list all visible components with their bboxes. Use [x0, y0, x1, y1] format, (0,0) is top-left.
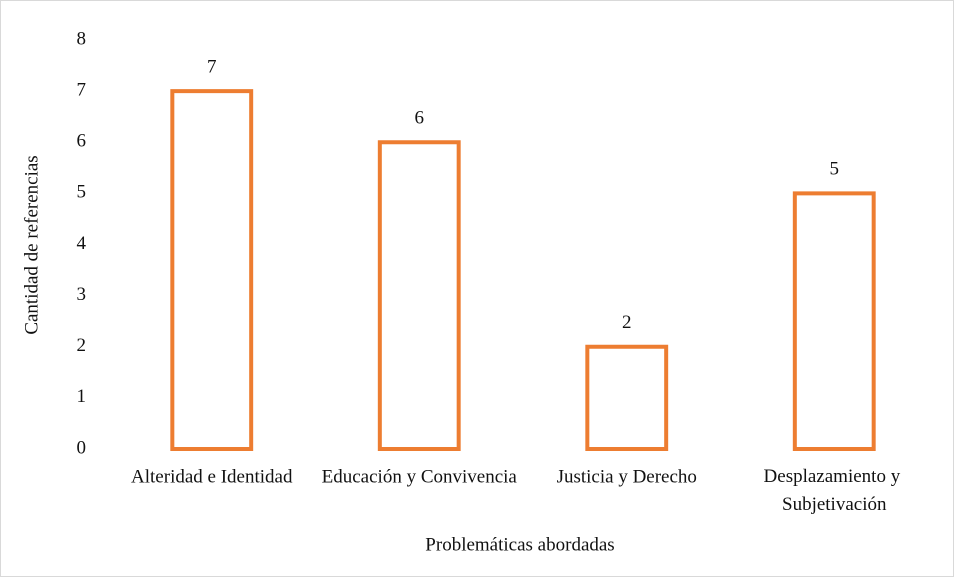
- y-axis-title: Cantidad de referencias: [21, 155, 42, 334]
- y-tick-label: 4: [77, 233, 87, 254]
- y-tick-label: 8: [77, 28, 87, 49]
- bar: [377, 140, 461, 451]
- x-tick-label: Desplazamiento y Subjetivación: [764, 466, 905, 515]
- data-label: 7: [207, 56, 217, 77]
- x-tick-label: Alteridad e Identidad: [131, 466, 293, 487]
- x-axis-title: Problemáticas abordadas: [425, 534, 614, 555]
- y-tick-label: 6: [77, 131, 87, 152]
- bar: [170, 89, 254, 451]
- y-tick-label: 5: [77, 182, 87, 203]
- x-tick-label: Justicia y Derecho: [557, 466, 697, 487]
- y-tick-label: 3: [77, 284, 87, 305]
- bar: [792, 191, 876, 451]
- y-tick-label: 2: [77, 335, 87, 356]
- y-tick-label: 7: [77, 79, 87, 100]
- data-label: 5: [830, 159, 840, 180]
- y-tick-label: 1: [77, 386, 87, 407]
- data-label: 2: [622, 312, 632, 333]
- data-label: 6: [415, 108, 425, 129]
- bar: [585, 344, 669, 451]
- y-tick-label: 0: [77, 437, 87, 458]
- x-tick-label: Educación y Convivencia: [322, 466, 518, 487]
